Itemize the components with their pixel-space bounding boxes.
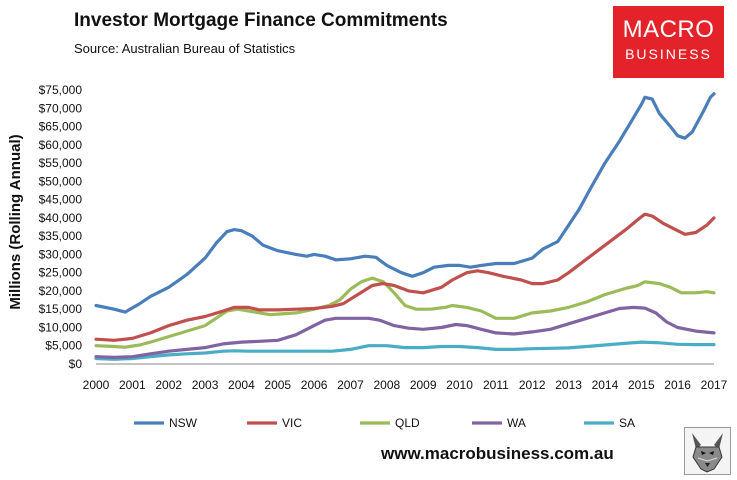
series-line-wa <box>94 305 716 359</box>
y-tick-label: $30,000 <box>39 247 83 261</box>
y-tick-label: $60,000 <box>39 138 83 152</box>
y-tick-label: $20,000 <box>39 284 83 298</box>
x-axis-ticks: 2000 2001 2002 2003 2004 2005 2006 2007 2008 2009… <box>83 378 728 392</box>
y-tick-label: $75,000 <box>39 83 83 97</box>
y-tick-label: $25,000 <box>39 266 83 280</box>
x-tick-label: 2016 <box>664 378 691 392</box>
legend-label-qld: QLD <box>395 416 420 430</box>
y-tick-label: $50,000 <box>39 174 83 188</box>
x-tick-label: 2013 <box>555 378 582 392</box>
logo-line-business: BUSINESS <box>625 46 712 62</box>
x-tick-label: 2002 <box>155 378 182 392</box>
x-tick-label: 2012 <box>519 378 546 392</box>
series-line-qld <box>94 276 716 349</box>
x-tick-label: 2004 <box>228 378 255 392</box>
y-tick-label: $70,000 <box>39 101 83 115</box>
y-tick-label: $10,000 <box>39 320 83 334</box>
y-tick-label: $5,000 <box>45 339 82 353</box>
x-tick-label: 2014 <box>592 378 619 392</box>
x-tick-label: 2000 <box>83 378 110 392</box>
series-line-vic <box>94 212 716 342</box>
y-axis-label: Millions (Rolling Annual) <box>7 134 24 309</box>
y-tick-label: $65,000 <box>39 120 83 134</box>
x-tick-label: 2001 <box>119 378 146 392</box>
chart-subtitle: Source: Australian Bureau of Statistics <box>74 41 296 56</box>
y-tick-label: $55,000 <box>39 156 83 170</box>
x-tick-label: 2015 <box>628 378 655 392</box>
chart-title: Investor Mortgage Finance Commitments <box>74 10 448 31</box>
legend-label-nsw: NSW <box>169 416 198 430</box>
x-tick-label: 2008 <box>373 378 400 392</box>
y-tick-label: $0 <box>69 357 83 371</box>
x-tick-label: 2003 <box>192 378 219 392</box>
x-tick-label: 2007 <box>337 378 364 392</box>
y-tick-label: $45,000 <box>39 193 83 207</box>
chart-legend: NSW VIC QLD WA SA <box>134 416 635 430</box>
series-lines <box>94 92 716 361</box>
wolf-logo-icon <box>684 427 731 475</box>
x-tick-label: 2017 <box>701 378 728 392</box>
y-tick-label: $35,000 <box>39 229 83 243</box>
legend-label-wa: WA <box>507 416 526 430</box>
logo-line-macro: MACRO <box>622 16 715 43</box>
x-tick-label: 2005 <box>264 378 291 392</box>
x-tick-label: 2006 <box>301 378 328 392</box>
x-tick-label: 2009 <box>410 378 437 392</box>
series-line-nsw <box>94 92 716 314</box>
y-tick-label: $40,000 <box>39 211 83 225</box>
website-url: www.macrobusiness.com.au <box>381 444 614 463</box>
legend-label-sa: SA <box>619 416 635 430</box>
macrobusiness-logo: MACRO BUSINESS <box>613 6 724 78</box>
legend-label-vic: VIC <box>282 416 302 430</box>
y-axis-ticks: $0 $5,000 $10,000 $15,000 $20,000 $25,000 $30,… <box>39 83 83 371</box>
series-line-sa <box>94 340 716 361</box>
y-tick-label: $15,000 <box>39 302 83 316</box>
x-tick-label: 2011 <box>483 378 509 392</box>
x-tick-label: 2010 <box>446 378 473 392</box>
